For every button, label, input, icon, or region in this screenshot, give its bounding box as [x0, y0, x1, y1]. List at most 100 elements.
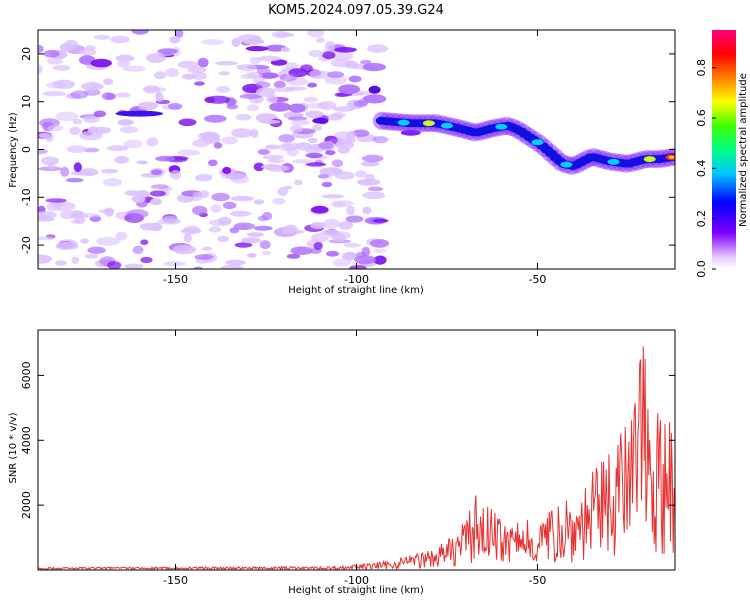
spectrogram-blob	[169, 36, 181, 44]
ridge-peak	[607, 158, 620, 165]
spectrogram-blob	[114, 155, 129, 164]
spectrogram-blob	[362, 206, 372, 215]
spectrogram-blob	[283, 224, 298, 232]
spectrogram-blob	[131, 195, 146, 203]
spectrogram-blob	[215, 61, 238, 66]
spectrogram-blob	[196, 173, 214, 180]
spectrogram-blob	[192, 191, 202, 199]
spectrogram-blob	[222, 166, 232, 175]
colorbar-scale	[712, 30, 736, 269]
spectrogram-blob	[194, 81, 205, 86]
spectrogram-blob	[231, 128, 253, 138]
spectrogram-x-axis-label: Height of straight line (km)	[288, 285, 424, 296]
snr-x-axis-label: Height of straight line (km)	[288, 585, 424, 596]
spectrogram-blob	[253, 225, 273, 231]
x-tick-label: -100	[344, 574, 369, 587]
spectrogram-blob	[180, 228, 202, 235]
spectrogram-blob	[312, 124, 323, 131]
spectrogram-blob	[292, 159, 313, 164]
spectrogram-blob	[286, 253, 301, 259]
spectrogram-blob	[318, 174, 329, 179]
y-tick-label: 10	[20, 95, 33, 109]
spectrogram-blob	[213, 142, 223, 149]
spectrogram-blob	[105, 92, 116, 100]
spectrogram-blob	[96, 237, 120, 246]
spectrogram-blob	[225, 259, 246, 266]
spectrogram-blob	[370, 239, 390, 248]
spectrogram-blob	[183, 233, 192, 243]
ridge-peak-center	[668, 155, 675, 159]
ridge-peak-center	[646, 157, 653, 161]
y-tick-label: 0	[20, 146, 33, 153]
spectrogram-blob	[342, 252, 357, 261]
spectrogram-blob	[359, 59, 372, 65]
spectrogram-blob	[246, 253, 257, 258]
spectrogram-blob	[210, 204, 222, 213]
spectrogram-blob	[38, 254, 52, 264]
spectrogram-blob	[349, 265, 367, 269]
colorbar-tick-label: 0.4	[695, 160, 708, 178]
spectrogram-blob	[165, 67, 180, 78]
spectrogram-blob	[346, 205, 355, 216]
spectrogram-blob	[307, 82, 317, 88]
spectrogram-blob	[46, 58, 63, 65]
spectrogram-blob	[146, 137, 159, 147]
spectrogram-blob	[330, 51, 354, 61]
spectrogram-blob	[253, 199, 265, 205]
spectrogram-blob	[200, 131, 219, 139]
spectrogram-blob	[38, 148, 48, 155]
snr-ticks: -150 -100 -50 2000 4000 6000	[20, 330, 675, 587]
colorbar-ticks: 0.0 0.2 0.4 0.6 0.8	[695, 59, 716, 278]
spectrogram-blob	[115, 231, 128, 241]
spectrogram-blob	[255, 81, 271, 88]
spectrogram-blob	[324, 75, 348, 85]
spectrogram-blob	[239, 94, 262, 99]
spectrogram-blob	[307, 30, 325, 38]
spectrogram-blob	[356, 178, 381, 186]
spectrogram-blob	[157, 218, 182, 225]
ridge-peak	[560, 161, 573, 168]
spectrogram-blob	[246, 232, 265, 237]
spectrogram-blob	[87, 246, 106, 254]
spectrogram-blob	[318, 142, 334, 150]
spectrogram-blob	[321, 181, 333, 188]
spectrogram-blob	[38, 211, 57, 219]
spectrogram-blob	[197, 57, 209, 68]
spectrogram-blob	[124, 190, 142, 197]
spectrogram-blob	[71, 256, 80, 264]
spectrogram-blob	[372, 136, 389, 144]
spectrogram-blob	[261, 250, 272, 256]
spectrogram-ticks: -150 -100 -50 20 10 0 -10 -20	[20, 30, 675, 286]
colorbar-tick-label: 0.0	[695, 260, 708, 278]
spectrogram-blob	[107, 261, 122, 269]
spectrogram-blob	[155, 91, 164, 102]
spectrogram-blob	[360, 161, 380, 167]
x-tick-label: -150	[163, 273, 188, 286]
spectrogram-blob	[309, 69, 323, 79]
spectrogram-blob	[193, 266, 203, 269]
spectrogram-blob	[79, 131, 103, 141]
spectrogram-blob	[362, 191, 386, 200]
spectrogram-blob	[345, 215, 364, 223]
spectrogram-blob	[38, 132, 51, 139]
spectrogram-blob	[287, 116, 308, 121]
spectrogram-blob	[325, 250, 340, 257]
spectrogram-blob	[66, 145, 87, 154]
spectrogram-blob	[325, 150, 336, 156]
spectrogram-blob	[163, 261, 186, 267]
ridge-peak	[397, 119, 410, 126]
spectrogram-blob	[305, 152, 323, 159]
spectrogram-blob	[267, 158, 284, 163]
x-tick-label: -50	[528, 273, 546, 286]
spectrogram-blob	[327, 71, 345, 78]
spectrogram-blob	[253, 162, 265, 172]
spectrogram-blob	[269, 102, 291, 112]
spectrogram-blob	[240, 237, 262, 244]
spectrogram-blob	[131, 30, 149, 35]
spectrogram-blob	[315, 37, 325, 43]
spectrogram-blob	[367, 186, 384, 192]
spectrogram-blob	[65, 178, 84, 183]
spectrogram-blob	[70, 219, 81, 224]
spectrogram-blob	[117, 60, 131, 68]
spectrogram-blob	[98, 209, 114, 214]
